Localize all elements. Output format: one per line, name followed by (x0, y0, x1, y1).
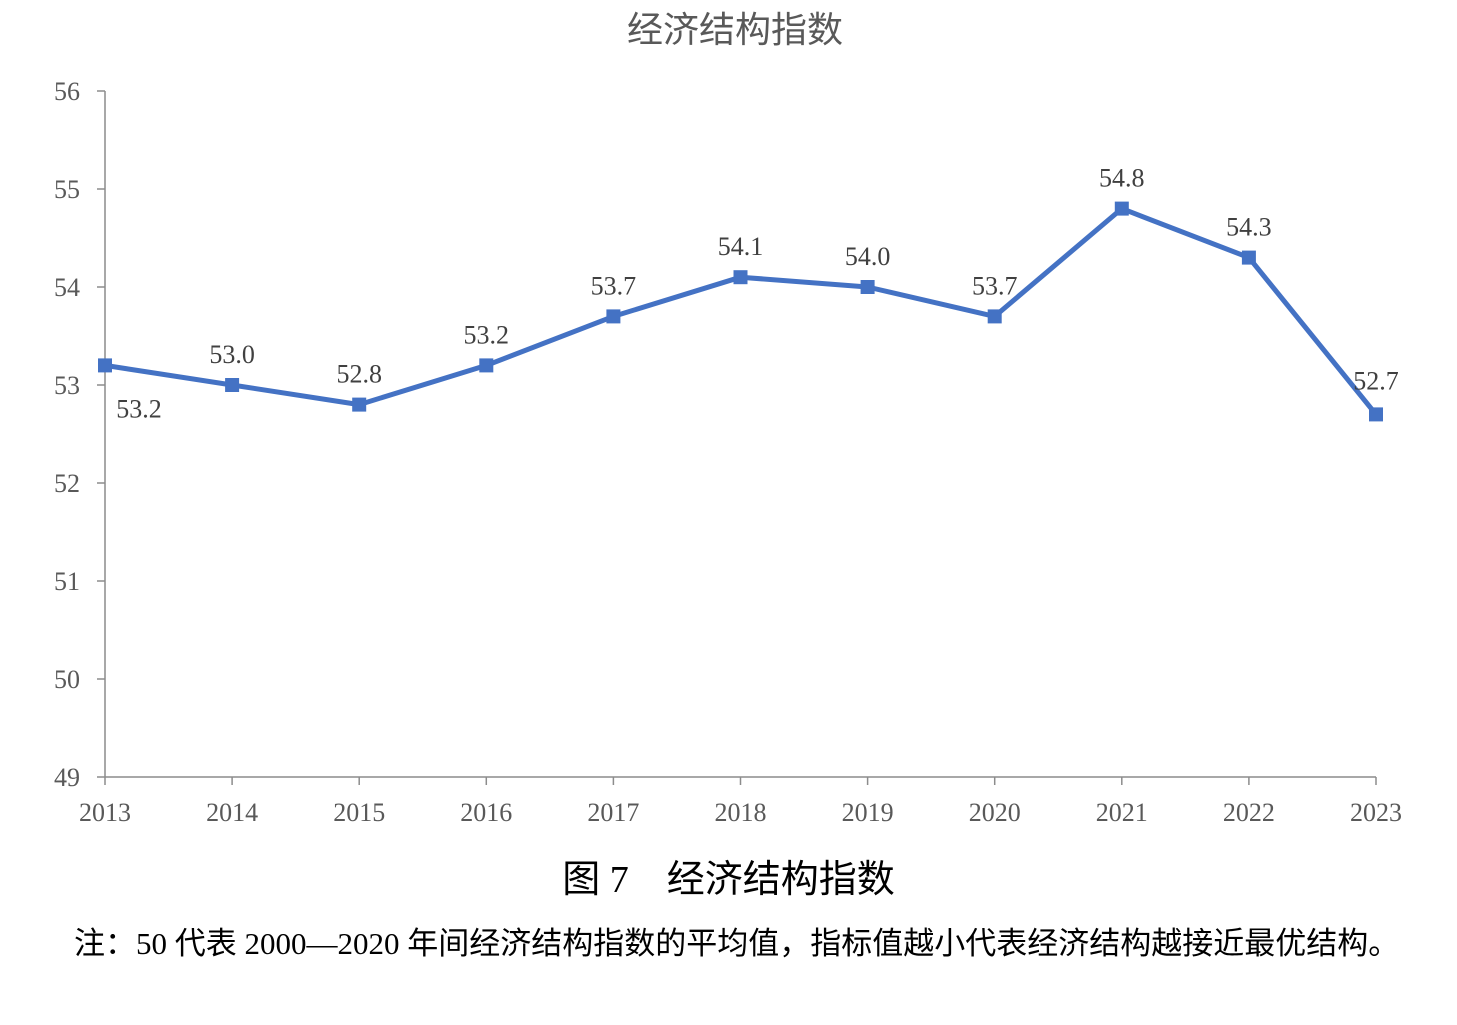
data-point-marker (225, 378, 240, 392)
data-point-marker (606, 309, 621, 324)
x-tick-label: 2023 (1350, 798, 1402, 827)
data-label: 53.2 (116, 394, 162, 423)
line-chart: 经济结构指数 49 50 51 52 53 54 55 56 2013 2014 2015 2016 2… (54, 10, 1402, 827)
data-label: 54.8 (1099, 164, 1145, 193)
y-tick-label: 50 (54, 665, 80, 694)
x-tick-label: 2015 (333, 798, 385, 827)
y-tick-label: 54 (54, 273, 80, 302)
y-tick-label: 56 (54, 77, 80, 106)
data-point-marker (1114, 201, 1129, 216)
x-tick-label: 2021 (1096, 798, 1148, 827)
data-point-marker (352, 397, 367, 412)
data-label: 54.1 (718, 232, 764, 261)
data-label: 53.2 (464, 320, 510, 349)
x-tick-label: 2016 (460, 798, 512, 827)
figure-note: 注：50 代表 2000—2020 年间经济结构指数的平均值，指标值越小代表经济… (74, 926, 1400, 961)
y-tick-label: 51 (54, 567, 80, 596)
data-label: 54.3 (1226, 213, 1272, 242)
y-tick-label: 52 (54, 469, 80, 498)
x-tick-label: 2017 (587, 798, 639, 827)
y-tick-label: 55 (54, 175, 80, 204)
data-label: 53.7 (972, 271, 1018, 300)
x-tick-label: 2020 (969, 798, 1021, 827)
data-label: 52.8 (336, 360, 382, 389)
x-tick-label: 2014 (206, 798, 258, 827)
data-point-marker (1369, 407, 1383, 422)
figure-caption: 图 7 经济结构指数 (562, 859, 895, 901)
data-point-marker (733, 270, 748, 285)
data-label: 52.7 (1353, 366, 1399, 395)
x-tick-label: 2022 (1223, 798, 1275, 827)
data-point-marker (987, 309, 1002, 324)
data-label: 54.0 (845, 242, 891, 271)
data-point-marker (1241, 250, 1256, 265)
chart-title: 经济结构指数 (627, 10, 843, 50)
y-tick-label: 53 (54, 371, 80, 400)
data-point-marker (98, 358, 112, 373)
data-point-marker (860, 280, 875, 294)
data-label: 53.7 (591, 271, 637, 300)
y-tick-label: 49 (54, 763, 80, 792)
x-tick-label: 2018 (715, 798, 767, 827)
x-tick-label: 2013 (79, 798, 131, 827)
data-label: 53.0 (209, 340, 255, 369)
x-tick-label: 2019 (842, 798, 894, 827)
data-point-marker (479, 358, 494, 373)
